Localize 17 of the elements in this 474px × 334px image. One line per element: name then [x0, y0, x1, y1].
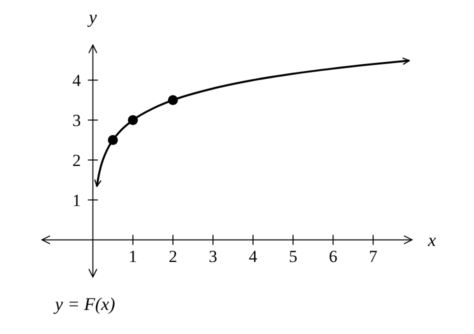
x-tick-label: 5 — [288, 246, 298, 266]
text: y = F(x) — [53, 294, 116, 314]
x-axis-title: x — [427, 230, 436, 250]
point — [108, 135, 118, 146]
point — [168, 95, 178, 106]
y-tick-label: 4 — [72, 71, 82, 90]
x-tick-label: 1 — [128, 246, 138, 266]
x-tick-label: 3 — [208, 246, 218, 266]
y-axis-title: y — [86, 7, 97, 27]
y-tick-label: 3 — [72, 111, 81, 130]
x-tick-label: 7 — [368, 246, 378, 266]
x-tick-label: 2 — [168, 246, 178, 266]
x-tick-label: 6 — [328, 246, 338, 266]
y-tick-label: 1 — [72, 190, 81, 210]
y-tick-label: 2 — [72, 150, 81, 170]
x-tick-label: 4 — [248, 246, 258, 266]
point — [128, 115, 138, 126]
